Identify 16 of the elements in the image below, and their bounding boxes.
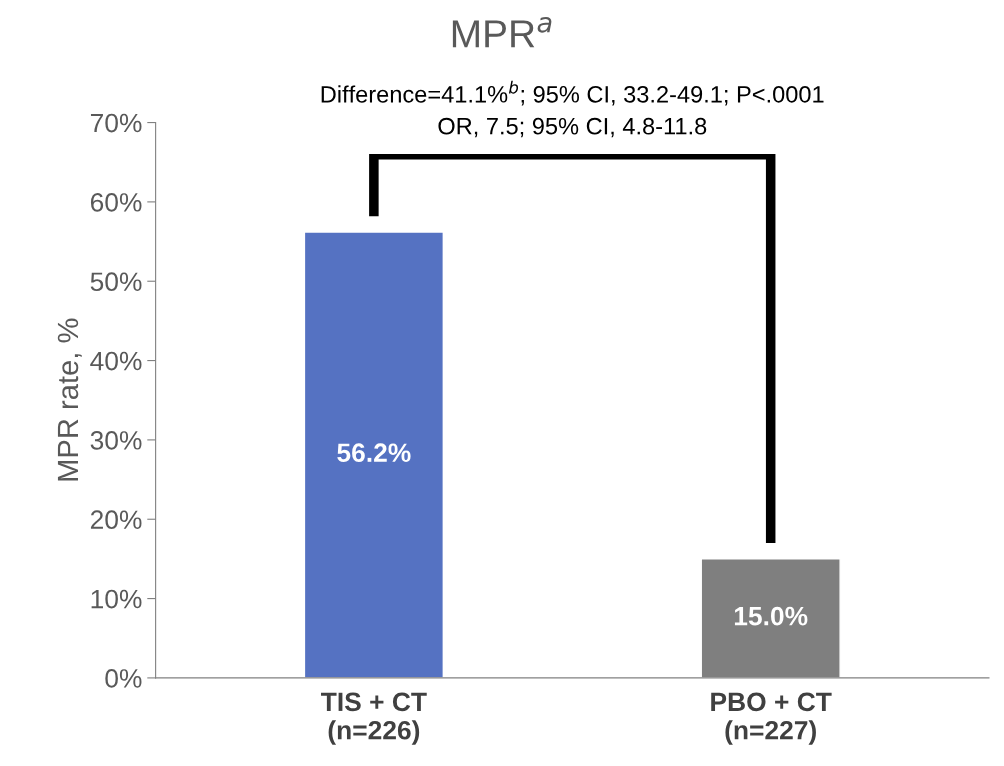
x-tick-label: PBO + CT (n=227) xyxy=(711,692,832,745)
y-tick-label: 70% xyxy=(90,113,142,133)
y-tick-label: 30% xyxy=(90,431,142,450)
y-tick-label: 0% xyxy=(105,669,142,688)
text: Difference=41.1%$^{b}$; 95% CI, 33.2-49.1; P<.0001 xyxy=(321,80,824,106)
y-tick-label: 60% xyxy=(90,193,142,212)
y-tick-label: 40% xyxy=(90,351,142,371)
data-label: 56.2% xyxy=(337,443,411,463)
y-tick-label: 50% xyxy=(90,272,142,292)
x-tick-label: TIS + CT (n=226) xyxy=(321,692,427,745)
annotation: OR, 7.5; 95% CI, 4.8-11.8 xyxy=(438,117,707,138)
y-tick-label: 20% xyxy=(90,510,142,530)
y-tick-label: 10% xyxy=(91,589,142,609)
data-label: 15.0% xyxy=(734,606,808,626)
chart-title: MPR$^{a}$ xyxy=(452,17,552,48)
y-axis-title: MPR rate, % xyxy=(57,318,82,481)
